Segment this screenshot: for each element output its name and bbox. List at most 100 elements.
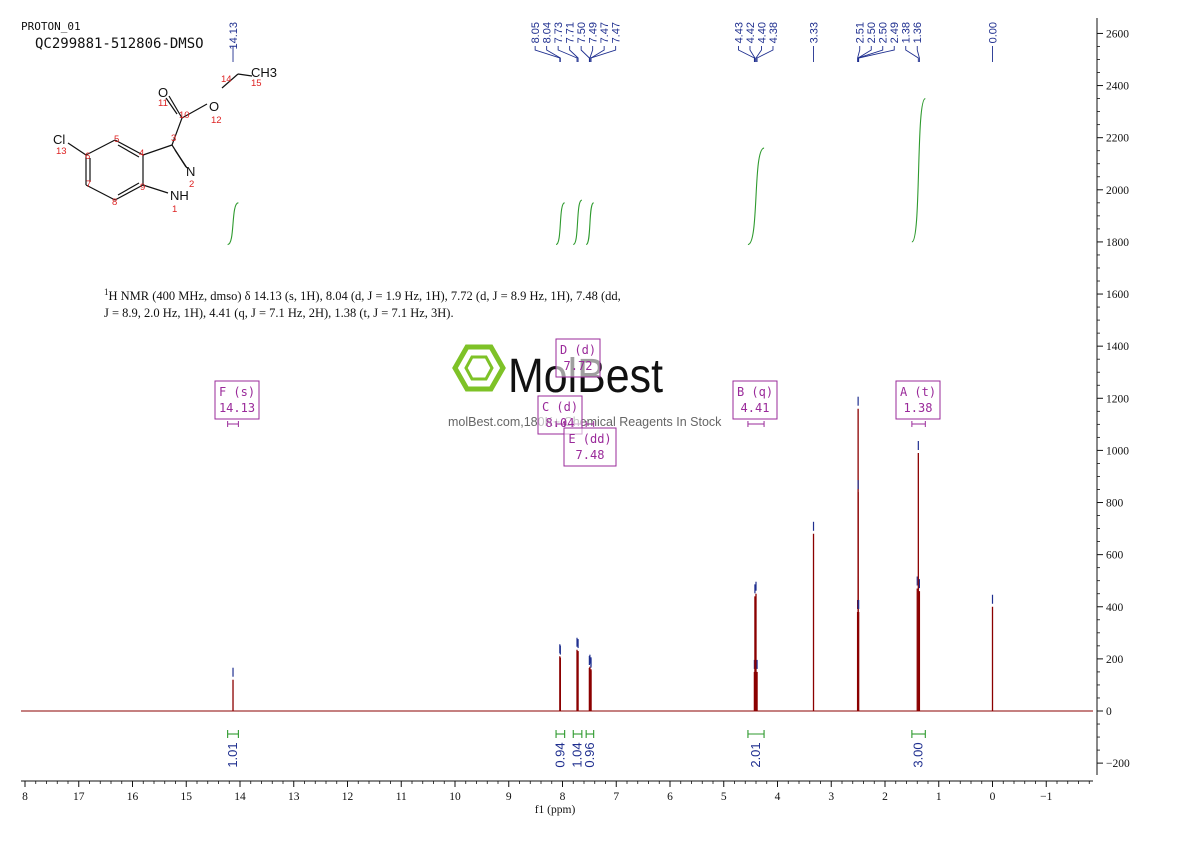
- integral-value: 1.04: [570, 742, 585, 767]
- svg-text:4: 4: [139, 148, 144, 159]
- peak-leader-line: [534, 46, 561, 62]
- y-tick-label: 600: [1106, 550, 1124, 562]
- peak-leader-line: [738, 46, 755, 62]
- svg-text:O: O: [209, 99, 219, 114]
- integral-curve: [555, 202, 566, 246]
- peak-leader-line: [590, 46, 617, 62]
- svg-text:NH: NH: [170, 188, 189, 203]
- integral-value: 0.94: [552, 742, 567, 767]
- x-tick-label: 2: [882, 791, 888, 803]
- svg-text:11: 11: [158, 98, 168, 109]
- x-tick-label: 13: [288, 791, 300, 803]
- x-tick-label: 6: [667, 791, 673, 803]
- nmr-description-line2: J = 8.9, 2.0 Hz, 1H), 4.41 (q, J = 7.1 H…: [104, 306, 454, 320]
- x-tick-label: 9: [506, 791, 512, 803]
- svg-text:12: 12: [211, 115, 222, 126]
- peak-shift-label: 2.50: [878, 22, 890, 43]
- spectrum-peaks: [232, 396, 994, 711]
- y-axis-ticks: −200 0 200 400 600 800 1000 1200 1400 1600 1800 200…: [1097, 28, 1130, 770]
- svg-text:N: N: [186, 164, 195, 179]
- multiplet-shift: 7.72: [564, 359, 593, 373]
- peak-leader-line: [858, 46, 895, 62]
- peak-shift-label: 7.49: [588, 22, 600, 43]
- svg-text:CH3: CH3: [251, 65, 277, 80]
- multiplet-box-frame: [895, 380, 941, 420]
- x-tick-label: 0: [990, 791, 996, 803]
- y-tick-label: 1600: [1106, 289, 1129, 301]
- multiplet-box: F (s) 14.13: [214, 380, 260, 427]
- watermark-tagline: molBest.com,180K+ Chemical Reagents In S…: [448, 415, 722, 429]
- peak-shift-label: 4.38: [768, 22, 780, 43]
- integral-curve: [227, 202, 239, 246]
- svg-text:13: 13: [56, 146, 67, 157]
- multiplet-box: E (dd) 7.48: [563, 421, 617, 467]
- peak-shift-label: 3.33: [809, 22, 821, 43]
- multiplet-label: E (dd): [568, 432, 611, 446]
- peak-shift-label: 4.43: [733, 22, 745, 43]
- peak-shift-label: 8.05: [530, 22, 542, 43]
- svg-text:3: 3: [171, 133, 176, 144]
- peak-shift-label: 7.71: [565, 22, 577, 43]
- y-tick-label: 2000: [1106, 185, 1129, 197]
- y-tick-label: −200: [1106, 758, 1130, 770]
- multiplet-box: C (d) 8.04: [537, 395, 583, 435]
- x-tick-label: 16: [127, 791, 139, 803]
- multiplet-label: C (d): [542, 400, 578, 414]
- svg-text:2: 2: [189, 179, 194, 190]
- peak-leader-line: [569, 46, 579, 62]
- integral-bars: 1.01 0.94 1.040.96 2.01 3.00: [225, 730, 926, 768]
- x-tick-label: 8: [22, 791, 28, 803]
- integral-value: 1.01: [225, 742, 240, 767]
- peak-leader-line: [589, 46, 594, 62]
- x-tick-label: 5: [721, 791, 727, 803]
- peak-leader-line: [905, 46, 919, 62]
- multiplet-box-frame: [563, 427, 617, 467]
- multiplet-shift: 7.48: [576, 448, 605, 462]
- integral-value: 0.96: [582, 742, 597, 767]
- y-tick-label: 0: [1106, 706, 1112, 718]
- peak-shift-label: 7.73: [553, 22, 565, 43]
- peak-shift-label: 2.51: [855, 22, 867, 43]
- integral-value: 3.00: [911, 742, 926, 767]
- peak-shift-label: 8.04: [542, 22, 554, 43]
- experiment-label: PROTON_01: [21, 20, 81, 33]
- peak-leader-line: [916, 46, 920, 62]
- multiplet-label: B (q): [737, 385, 773, 399]
- integral-curve: [911, 98, 926, 243]
- peak-leader-line: [756, 46, 774, 62]
- svg-text:14: 14: [221, 74, 232, 85]
- x-tick-label: 12: [342, 791, 354, 803]
- peak-shift-label: 0.00: [988, 22, 1000, 43]
- nmr-description-line1: 1H NMR (400 MHz, dmso) δ 14.13 (s, 1H), …: [104, 287, 621, 303]
- peak-leader-line: [557, 46, 578, 62]
- x-tick-label: 15: [181, 791, 193, 803]
- structure-atom-numbers: 1 2 3 4 5 6 7 8 9 10 11 12 13 14 15: [56, 74, 262, 215]
- x-tick-label: −1: [1040, 791, 1052, 803]
- peak-leader-line: [749, 46, 756, 62]
- multiplet-shift: 8.04: [546, 416, 575, 430]
- multiplet-box-frame: [732, 380, 778, 420]
- multiplet-shift: 1.38: [904, 401, 933, 415]
- multiplet-label: D (d): [560, 343, 596, 357]
- svg-text:8: 8: [112, 197, 117, 208]
- x-axis-ticks: 8 17 16 15 14 13 12 11 10 9 8 7 6 5 4 3 2 1 0 −1: [22, 781, 1090, 803]
- x-tick-label: 4: [775, 791, 781, 803]
- x-tick-label: 17: [73, 791, 85, 803]
- multiplet-shift: 4.41: [741, 401, 770, 415]
- structure-atoms: O O CH3 Cl N NH: [53, 65, 277, 203]
- peak-leader-line: [580, 46, 590, 62]
- x-tick-label: 8: [560, 791, 566, 803]
- multiplet-box: B (q) 4.41: [732, 380, 778, 427]
- integral-curve: [585, 202, 595, 246]
- peak-shift-label: 1.38: [901, 22, 913, 43]
- x-tick-label: 7: [613, 791, 619, 803]
- y-tick-label: 2200: [1106, 133, 1129, 145]
- integral-curves: [227, 98, 926, 246]
- peak-labels: 14.13 8.05 8.04 7.73 7.71 7.50 7.49 7.47 7.47 4.4…: [228, 22, 1000, 62]
- y-tick-label: 200: [1106, 654, 1124, 666]
- x-axis-label: f1 (ppm): [535, 804, 576, 816]
- peak-shift-label: 7.47: [599, 22, 611, 43]
- molbest-logo-icon: [452, 344, 506, 392]
- svg-text:15: 15: [251, 78, 262, 89]
- svg-text:6: 6: [85, 151, 90, 162]
